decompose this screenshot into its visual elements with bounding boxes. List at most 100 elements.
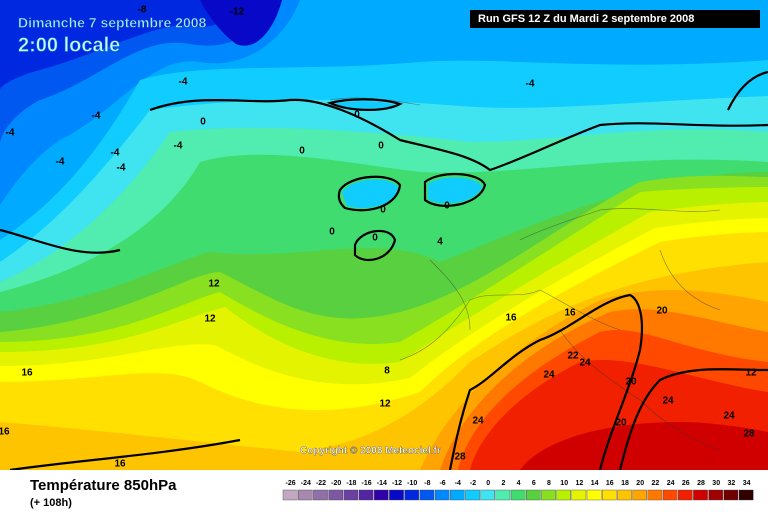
temperature-field — [0, 0, 768, 471]
copyright: Copyright © 2008 Meteociel.fr — [300, 446, 441, 457]
contour-label: -4 — [174, 141, 183, 152]
footer-lead: (+ 108h) — [30, 497, 72, 509]
run-label: Run GFS 12 Z du Mardi 2 septembre 2008 — [478, 13, 694, 25]
contour-label: 16 — [505, 313, 517, 324]
legend-swatch — [328, 489, 344, 501]
time-label: 2:00 locale — [18, 34, 120, 56]
temperature-band — [520, 422, 768, 470]
legend-label: 34 — [743, 480, 751, 487]
legend-label: 10 — [560, 480, 568, 487]
contour-labels: -12 -8 -4 -4 -4 -4 -4 -4 -4 -4 0 0 0 0 0 0 0 0 4 8 12 12 12 12 1… — [0, 5, 757, 470]
contour-label: -4 — [117, 163, 126, 174]
legend-label: 28 — [697, 480, 705, 487]
contour-label: -4 — [179, 77, 188, 88]
legend-swatch — [723, 489, 739, 501]
temperature-band — [0, 0, 240, 90]
legend-label: -6 — [439, 480, 445, 487]
legend-label: -26 — [286, 480, 296, 487]
contour-label: 12 — [745, 368, 757, 379]
contour-label: 0 — [299, 146, 305, 157]
legend-swatch — [647, 489, 663, 501]
legend-label: 20 — [636, 480, 644, 487]
contour-label: 20 — [656, 306, 668, 317]
legend-swatch — [313, 489, 328, 501]
date-label: Dimanche 7 septembre 2008 — [18, 15, 207, 31]
legend-swatch — [495, 489, 511, 501]
contour-label: 12 — [379, 399, 391, 410]
legend-swatch — [708, 489, 723, 501]
contour-label: -12 — [230, 7, 245, 18]
legend-swatch — [434, 489, 450, 501]
temperature-band — [342, 179, 398, 208]
contour-label: 0 — [444, 201, 450, 212]
legend-label: -22 — [316, 480, 326, 487]
legend-label: 12 — [576, 480, 584, 487]
color-legend: -26 -24 -22 -20 -18 -16 -14 -12 -10 -8 -6 -4 -2 0 2 4 6 8… — [282, 480, 754, 501]
legend-swatch — [510, 489, 526, 501]
temperature-band — [428, 177, 482, 204]
contour-label: 0 — [380, 205, 386, 216]
contour-label: 24 — [662, 396, 674, 407]
contour-label: 0 — [329, 227, 335, 238]
contour-label: 4 — [437, 237, 443, 248]
footer-title: Température 850hPa — [30, 477, 177, 494]
contour-label: 24 — [579, 358, 591, 369]
legend-label: 24 — [667, 480, 675, 487]
legend-swatch — [556, 489, 571, 501]
legend-label: -8 — [424, 480, 430, 487]
legend-label: 18 — [621, 480, 629, 487]
contour-label: 24 — [472, 416, 484, 427]
legend-label: -12 — [392, 480, 402, 487]
legend-label: 8 — [547, 480, 551, 487]
legend-swatch — [358, 489, 374, 501]
temperature-band — [332, 101, 396, 109]
legend-label: -4 — [455, 480, 461, 487]
contour-label: -4 — [56, 157, 65, 168]
legend-label: 26 — [682, 480, 690, 487]
contour-label: 20 — [625, 377, 637, 388]
legend-swatch — [571, 489, 587, 501]
legend-label: 0 — [486, 480, 490, 487]
contour-label: 12 — [208, 279, 220, 290]
contour-label: 28 — [454, 452, 466, 463]
run-box — [470, 10, 760, 28]
legend-label: -16 — [362, 480, 372, 487]
legend-swatch — [738, 489, 754, 501]
legend-swatch — [343, 489, 359, 501]
legend-swatch — [586, 489, 602, 501]
legend-swatch — [632, 489, 647, 501]
legend-swatch — [617, 489, 632, 501]
legend-label: 32 — [728, 480, 736, 487]
legend-swatch — [541, 489, 556, 501]
legend-label: -14 — [377, 480, 387, 487]
legend-swatch — [282, 489, 298, 501]
contour-label: -4 — [526, 79, 535, 90]
legend-swatch — [465, 489, 480, 501]
legend-swatch — [678, 489, 693, 501]
contour-label: 24 — [543, 370, 555, 381]
contour-label: 0 — [354, 110, 360, 121]
legend-label: 16 — [606, 480, 614, 487]
legend-label: 6 — [532, 480, 536, 487]
legend-label: -10 — [407, 480, 417, 487]
contour-label: 24 — [723, 411, 735, 422]
legend-swatch — [419, 489, 435, 501]
legend-swatch — [404, 489, 420, 501]
twenty-isotherm — [9, 293, 768, 472]
legend-swatch — [389, 489, 404, 501]
legend-swatch — [374, 489, 389, 501]
legend-swatch — [450, 489, 465, 501]
contour-label: 8 — [384, 366, 390, 377]
contour-label: 16 — [114, 459, 126, 470]
contour-label: 0 — [378, 141, 384, 152]
contour-label: -4 — [6, 128, 15, 139]
legend-swatch — [602, 489, 617, 501]
contour-label: -4 — [92, 111, 101, 122]
legend-swatch — [526, 489, 541, 501]
contour-label: -8 — [138, 5, 147, 16]
legend-label: 22 — [652, 480, 660, 487]
legend-swatch — [693, 489, 708, 501]
contour-label: 0 — [200, 117, 206, 128]
